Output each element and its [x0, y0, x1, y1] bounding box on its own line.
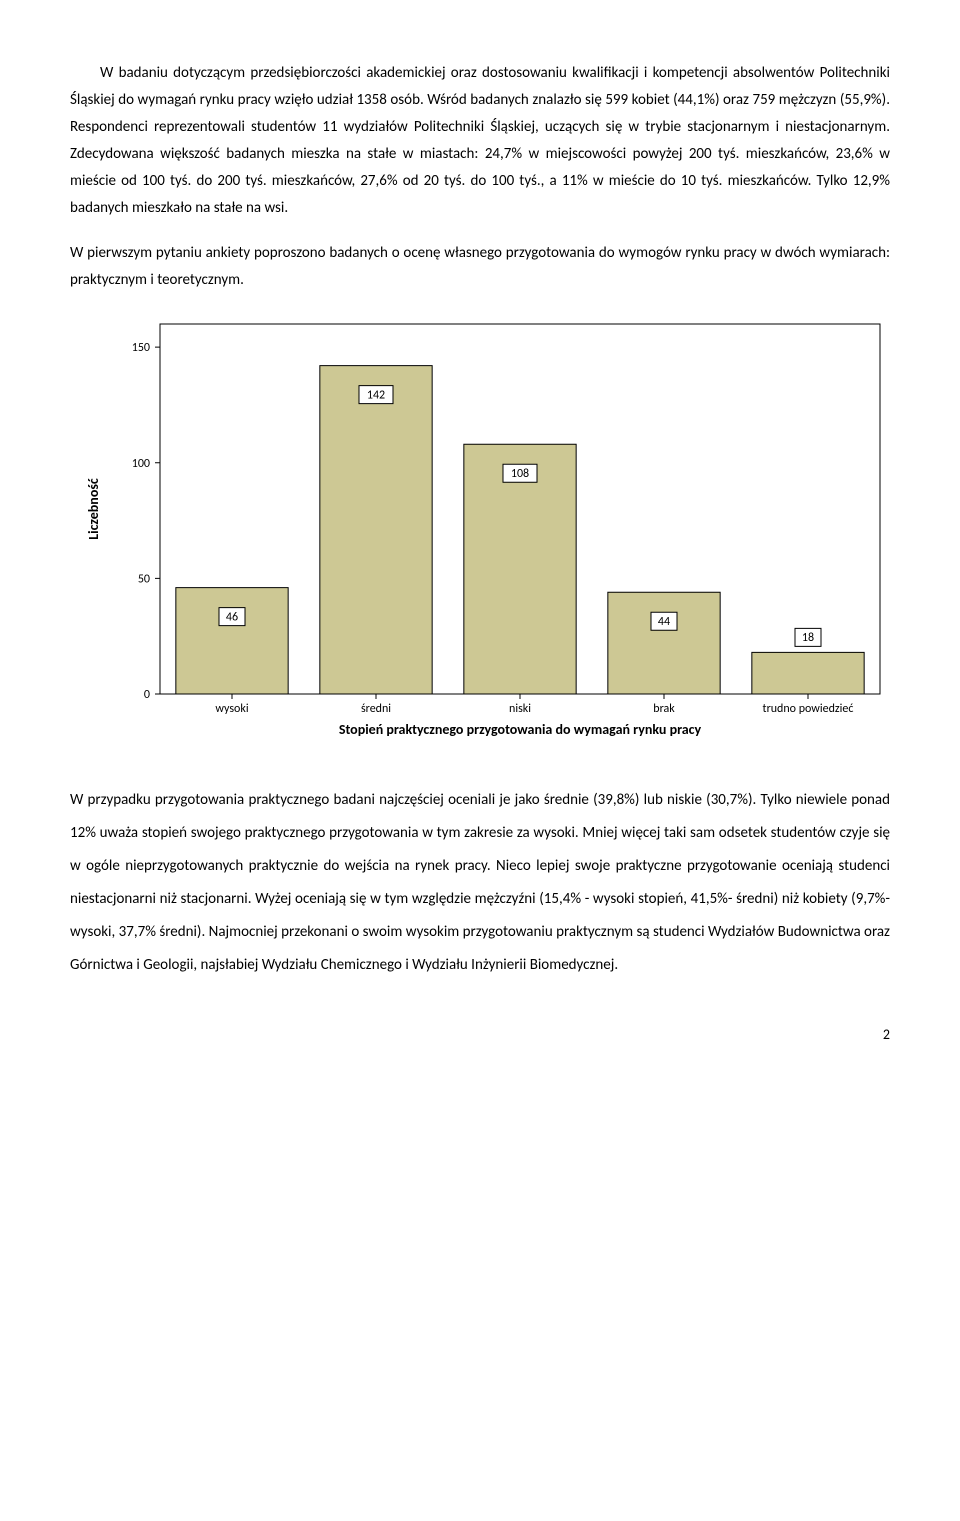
svg-text:wysoki: wysoki	[215, 702, 248, 716]
svg-text:Stopień praktycznego przygotow: Stopień praktycznego przygotowania do wy…	[339, 721, 702, 738]
svg-text:44: 44	[658, 615, 670, 629]
svg-text:50: 50	[138, 572, 150, 586]
paragraph-3: W przypadku przygotowania praktycznego b…	[70, 784, 890, 982]
svg-text:150: 150	[132, 341, 150, 355]
svg-text:108: 108	[511, 467, 529, 481]
svg-text:średni: średni	[361, 702, 391, 716]
paragraph-2: W pierwszym pytaniu ankiety poproszono b…	[70, 240, 890, 294]
svg-text:brak: brak	[653, 702, 675, 716]
page-number: 2	[70, 1022, 890, 1047]
bar-chart: 0 50 100 150 Liczebność 46 wysoki 142 średni 108 n…	[70, 314, 890, 754]
paragraph-1: W badaniu dotyczącym przedsiębiorczości …	[70, 60, 890, 222]
svg-text:142: 142	[367, 388, 385, 402]
svg-text:Liczebność: Liczebność	[85, 478, 102, 540]
svg-text:18: 18	[802, 631, 814, 645]
svg-text:niski: niski	[509, 702, 531, 716]
svg-text:trudno powiedzieć: trudno powiedzieć	[763, 702, 854, 716]
svg-text:100: 100	[132, 457, 150, 471]
svg-text:0: 0	[144, 688, 150, 702]
chart-svg: 0 50 100 150 Liczebność 46 wysoki 142 średni 108 n…	[70, 314, 890, 754]
svg-text:46: 46	[226, 610, 238, 624]
